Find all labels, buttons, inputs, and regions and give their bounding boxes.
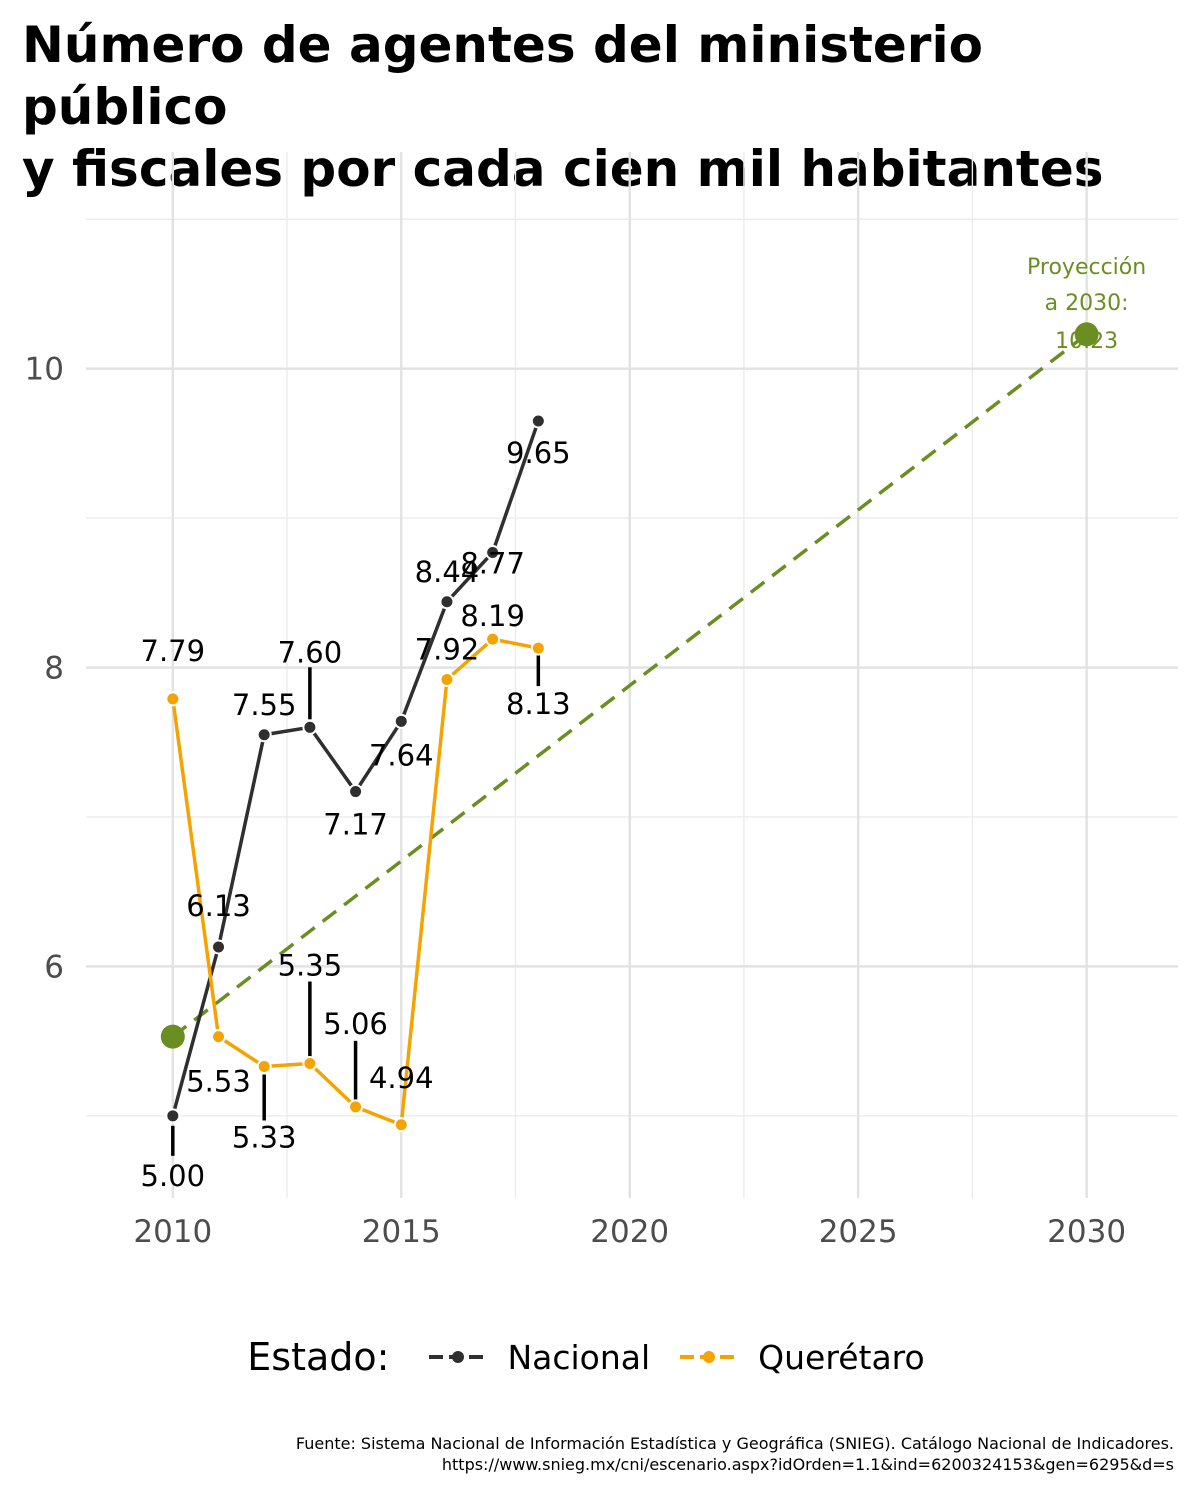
- point-nacional-2012: [256, 727, 272, 743]
- projection-label-line-3: 10.23: [1055, 329, 1118, 354]
- data-label-queretaro-2013: 5.35: [278, 949, 343, 983]
- point-nacional-2011: [211, 939, 227, 955]
- line-chart: 2010 2015 2020 2025 2030 6 8 10 5.00 6.13 7.55 7.60…: [25, 152, 1178, 1250]
- source-line-2: https://www.snieg.mx/cni/escenario.aspx?…: [441, 1455, 1174, 1474]
- legend: Estado: Nacional Querétaro: [0, 1332, 1200, 1382]
- legend-item-nacional: Nacional: [427, 1338, 650, 1377]
- projection-end-point: [1074, 322, 1099, 347]
- point-nacional-2013: [302, 719, 318, 735]
- point-nacional-2010: [165, 1108, 181, 1124]
- data-label-nacional-2012: 7.55: [232, 688, 297, 722]
- data-label-queretaro-2017: 8.19: [460, 599, 525, 633]
- y-tick-label-2: 10: [25, 352, 64, 388]
- y-tick-label-0: 6: [44, 949, 64, 985]
- source-line-1: Fuente: Sistema Nacional de Información …: [295, 1434, 1174, 1453]
- y-tick-label-1: 8: [44, 651, 64, 687]
- projection-start-point: [160, 1024, 185, 1049]
- data-label-nacional-2010: 5.00: [141, 1159, 206, 1193]
- data-label-queretaro-2018: 8.13: [506, 687, 571, 721]
- data-label-nacional-2017: 8.77: [460, 546, 525, 580]
- projection-line: [171, 332, 1088, 1039]
- data-label-queretaro-2014: 5.06: [323, 1007, 388, 1041]
- data-label-nacional-2016: 8.44: [415, 555, 480, 589]
- legend-key-queretaro-icon: [680, 1351, 739, 1363]
- point-queretaro-2011: [211, 1029, 227, 1045]
- chart-title: Número de agentes del ministerio público…: [22, 14, 1182, 200]
- data-label-queretaro-2011: 5.53: [186, 1065, 251, 1099]
- projection-label-line-1: Proyección: [1027, 255, 1146, 280]
- point-nacional-2015: [393, 713, 409, 729]
- title-line-2: y fiscales por cada cien mil habitantes: [22, 140, 1104, 198]
- data-label-nacional-2013: 7.60: [278, 635, 343, 669]
- legend-item-queretaro: Querétaro: [678, 1338, 925, 1377]
- x-tick-label-1: 2015: [362, 1214, 441, 1250]
- data-label-queretaro-2015: 4.94: [369, 1061, 434, 1095]
- title-line-1: Número de agentes del ministerio público: [22, 16, 983, 136]
- data-label-queretaro-2010: 7.79: [141, 634, 206, 668]
- point-nacional-2016: [439, 594, 455, 610]
- point-queretaro-2013: [302, 1056, 318, 1072]
- legend-key-nacional-icon: [429, 1351, 488, 1363]
- data-label-queretaro-2016: 7.92: [415, 632, 480, 666]
- point-queretaro-2014: [348, 1099, 364, 1115]
- point-queretaro-2010: [165, 691, 181, 707]
- legend-title: Estado:: [247, 1335, 390, 1379]
- point-queretaro-2017: [485, 631, 501, 647]
- x-tick-label-3: 2025: [819, 1214, 898, 1250]
- point-queretaro-2012: [256, 1059, 272, 1075]
- legend-label-nacional: Nacional: [507, 1337, 651, 1377]
- point-queretaro-2015: [393, 1117, 409, 1133]
- x-tick-label-2: 2020: [590, 1214, 669, 1250]
- x-tick-label-4: 2030: [1047, 1214, 1126, 1250]
- projection-label-line-2: a 2030:: [1045, 291, 1129, 316]
- data-label-nacional-2015: 7.64: [369, 738, 434, 772]
- point-nacional-2017: [485, 544, 501, 560]
- point-queretaro-2018: [530, 640, 546, 656]
- data-label-queretaro-2012: 5.33: [232, 1121, 297, 1155]
- point-nacional-2014: [348, 784, 364, 800]
- data-label-nacional-2014: 7.17: [323, 808, 388, 842]
- legend-label-queretaro: Querétaro: [758, 1337, 925, 1377]
- x-tick-label-0: 2010: [133, 1214, 212, 1250]
- source-note: Fuente: Sistema Nacional de Información …: [296, 1433, 1174, 1475]
- data-label-nacional-2011: 6.13: [186, 889, 251, 923]
- point-nacional-2018: [530, 413, 546, 429]
- point-queretaro-2016: [439, 671, 455, 687]
- data-label-nacional-2018: 9.65: [506, 436, 571, 470]
